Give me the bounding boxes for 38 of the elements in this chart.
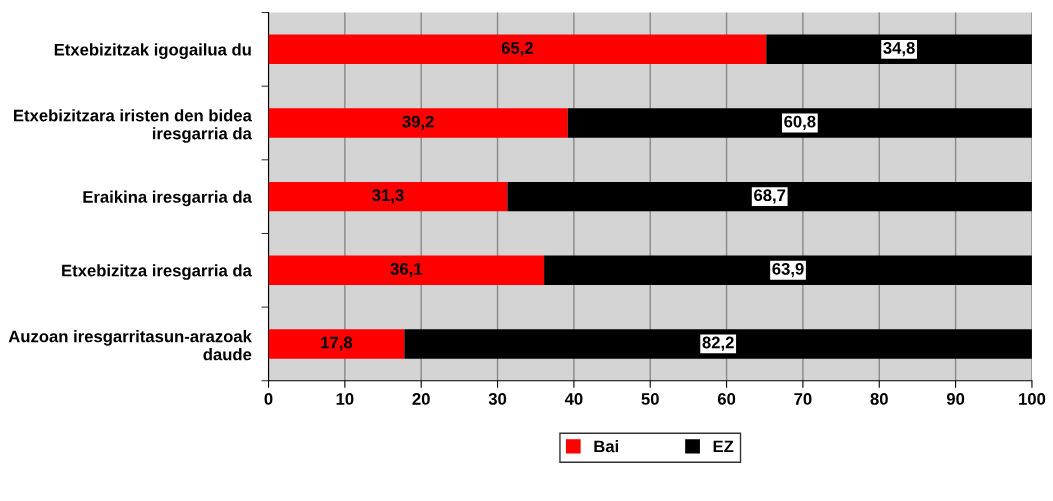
x-tick-label: 20 [412, 393, 430, 405]
bar [268, 108, 568, 138]
bar [268, 181, 508, 212]
x-tick-label: 50 [641, 393, 659, 405]
x-tick-label: 30 [488, 393, 507, 405]
bar [567, 108, 1032, 138]
legend-label: EZ [713, 440, 734, 453]
x-tick-label: 100 [1019, 393, 1046, 405]
legend-label: Bai [594, 440, 619, 453]
bar [404, 329, 1032, 359]
data-label: 63,9 [772, 262, 804, 278]
x-tick-label: 40 [564, 393, 583, 405]
y-tick-label: Auzoan iresgarritasun-arazoak daude [8, 330, 252, 361]
data-label: 65,2 [501, 42, 533, 57]
x-tick-label: 10 [336, 393, 354, 405]
y-tick-label: Eraikina iresgarria da [83, 190, 252, 207]
x-tick-label: 60 [717, 393, 736, 405]
x-tick-label: 80 [870, 393, 888, 405]
bar [268, 34, 767, 65]
data-label: 82,2 [702, 336, 734, 351]
data-label: 68,7 [754, 189, 786, 204]
bar [544, 255, 1032, 286]
y-tick-label: Etxebizitzara iristen den bidea iresgarria da [14, 109, 252, 143]
bar [766, 34, 1032, 65]
x-tick-label: 0 [264, 393, 273, 405]
x-tick-label: 90 [946, 393, 965, 405]
data-label: 36,1 [390, 262, 423, 278]
data-label: 60,8 [784, 115, 816, 130]
data-label: 39,2 [402, 115, 434, 130]
bar [507, 181, 1032, 212]
y-tick-label: Etxebizitzak igogailua du [54, 43, 251, 59]
data-label: 17,8 [321, 336, 353, 351]
y-tick-label: Etxebizitza iresgarria da [62, 264, 252, 280]
bar [268, 255, 545, 286]
data-label: 31,3 [372, 189, 404, 204]
x-tick-label: 70 [794, 393, 812, 405]
bar [268, 329, 405, 359]
data-label: 34,8 [883, 42, 915, 57]
